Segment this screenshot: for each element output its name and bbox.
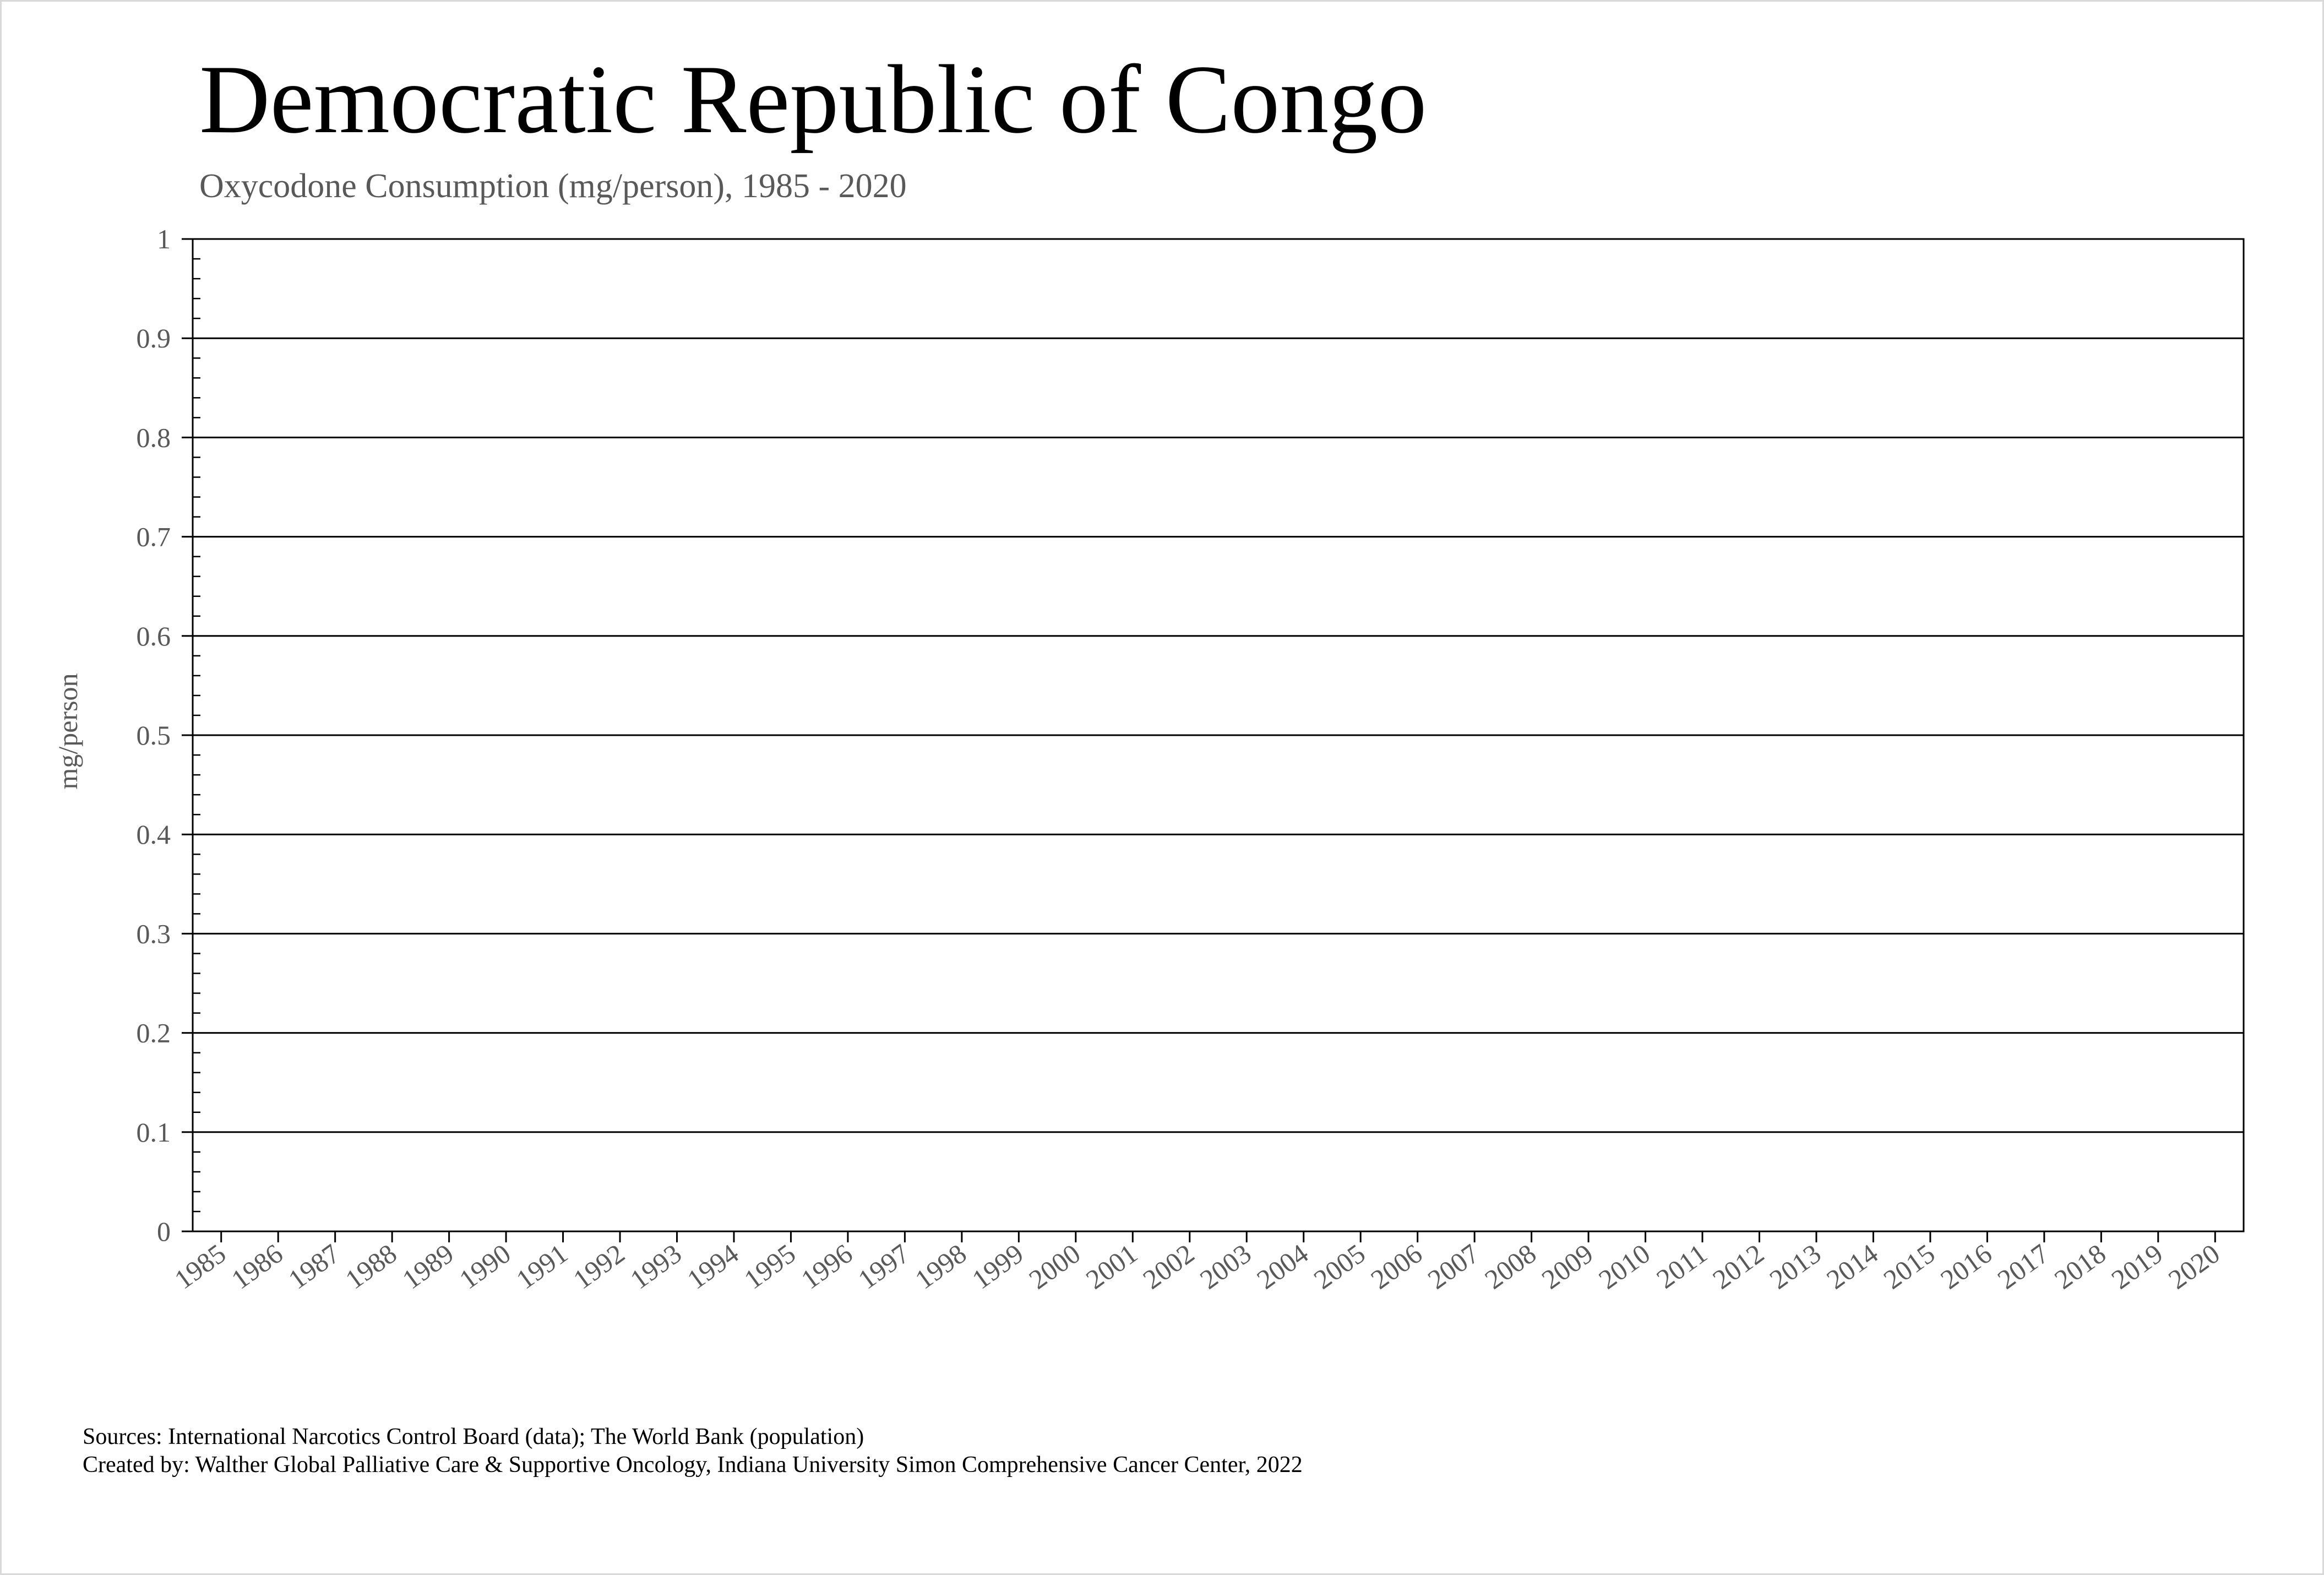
x-tick-label: 1994	[682, 1238, 744, 1295]
chart-title: Democratic Republic of Congo	[199, 45, 1427, 154]
y-tick-label: 0	[157, 1216, 171, 1247]
x-tick-label: 1998	[910, 1238, 972, 1295]
x-tick-label: 2001	[1080, 1238, 1143, 1295]
x-tick-label: 1997	[852, 1238, 915, 1295]
y-minor-ticks	[182, 238, 200, 1232]
x-tick-label: 2016	[1935, 1238, 1998, 1295]
y-tick-label: 1	[157, 224, 171, 254]
y-tick-label: 0.8	[137, 422, 171, 453]
y-tick-label: 0.6	[137, 621, 171, 651]
x-tick-label: 2012	[1707, 1238, 1770, 1295]
x-tick-label: 2018	[2049, 1238, 2111, 1295]
x-tick-label: 2011	[1651, 1238, 1712, 1295]
x-tick-label: 1996	[796, 1238, 858, 1295]
x-tick-label: 1990	[454, 1238, 516, 1295]
y-tick-label: 0.3	[137, 918, 171, 949]
x-tick-label: 2004	[1251, 1238, 1314, 1295]
y-tick-label: 0.7	[137, 522, 171, 552]
x-tick-label: 2010	[1593, 1238, 1656, 1295]
y-tick-label: 0.5	[137, 720, 171, 751]
gridlines	[192, 238, 2245, 1232]
x-tick-label: 1993	[624, 1238, 687, 1295]
x-tick-label: 2009	[1536, 1238, 1599, 1295]
x-tick-label: 2000	[1023, 1238, 1086, 1295]
x-tick-label: 1988	[340, 1238, 402, 1295]
y-axis-title: mg/person	[52, 673, 83, 789]
x-tick-label: 2005	[1308, 1238, 1371, 1295]
x-tick-label: 2017	[1991, 1238, 2054, 1295]
x-tick-label: 2019	[2105, 1238, 2168, 1295]
x-tick-label: 2015	[1878, 1238, 1941, 1295]
x-tick-label: 1991	[510, 1238, 573, 1295]
x-tick-label: 1987	[282, 1238, 345, 1295]
y-tick-label: 0.4	[137, 819, 171, 850]
footnote-created-by: Created by: Walther Global Palliative Ca…	[83, 1452, 1303, 1478]
x-tick-label: 1989	[396, 1238, 459, 1295]
x-tick-label: 1995	[738, 1238, 801, 1295]
x-tick-labels: 1985198619871988198919901991199219931994…	[168, 1231, 2225, 1295]
x-tick-label: 2003	[1194, 1238, 1257, 1295]
y-tick-labels: 0 0.1 0.2 0.3 0.4 0.5 0.6 0.7 0.8 0.9 1	[137, 224, 171, 1247]
x-tick-label: 2006	[1365, 1238, 1428, 1295]
x-tick-label: 1985	[168, 1238, 231, 1295]
y-tick-label: 0.9	[137, 323, 171, 354]
plot-area: 00.10.20.30.40.50.60.70.80.91 1985198619…	[137, 224, 2245, 1295]
x-tick-label: 2002	[1137, 1238, 1200, 1295]
y-tick-label: 0.2	[137, 1018, 171, 1049]
x-tick-label: 1999	[966, 1238, 1029, 1295]
chart-subtitle: Oxycodone Consumption (mg/person), 1985 …	[199, 167, 907, 205]
x-tick-label: 2014	[1821, 1238, 1884, 1295]
x-tick-label: 2008	[1479, 1238, 1542, 1295]
x-tick-label: 2013	[1764, 1238, 1827, 1295]
x-tick-label: 1986	[226, 1238, 289, 1295]
x-tick-label: 2020	[2163, 1238, 2225, 1295]
footnote-sources: Sources: International Narcotics Control…	[83, 1424, 864, 1449]
x-tick-label: 2007	[1422, 1238, 1485, 1295]
y-tick-label: 0.1	[137, 1117, 171, 1148]
x-tick-label: 1992	[568, 1238, 630, 1295]
